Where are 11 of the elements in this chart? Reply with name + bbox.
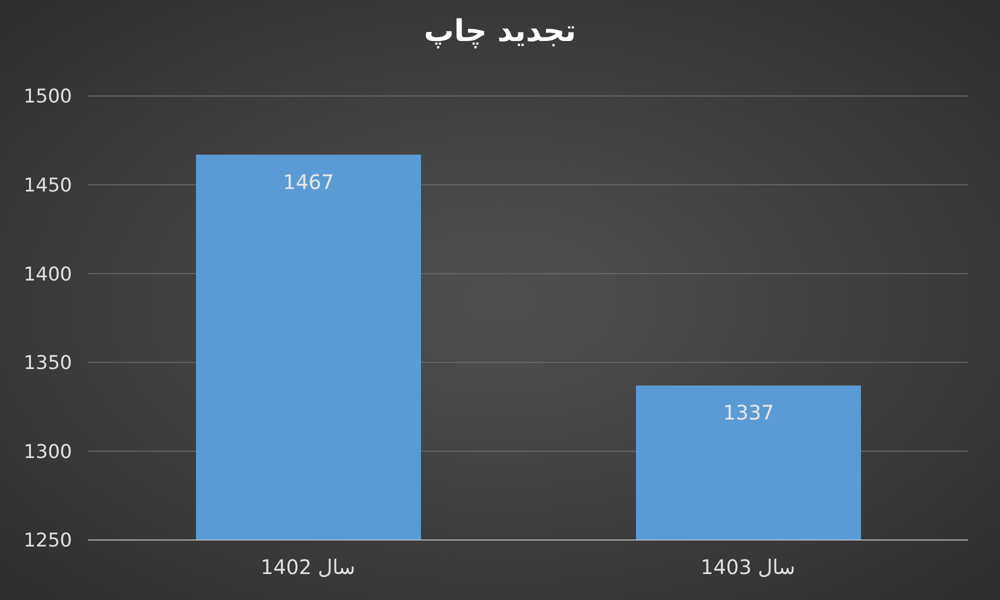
y-tick-label: 1450	[24, 174, 72, 197]
y-tick-label: 1350	[24, 352, 72, 374]
y-tick-label: 1400	[24, 263, 72, 286]
y-tick-label: 1500	[24, 86, 72, 108]
y-tick-label: 1250	[24, 530, 72, 552]
data-label: 1337	[723, 400, 774, 425]
data-label: 1467	[283, 170, 334, 194]
chart-title: تجدید چاپ	[422, 14, 578, 49]
x-tick-label: سال 1403	[700, 555, 796, 580]
y-tick-label: 1300	[24, 440, 72, 463]
x-tick-label: سال 1402	[260, 555, 356, 580]
